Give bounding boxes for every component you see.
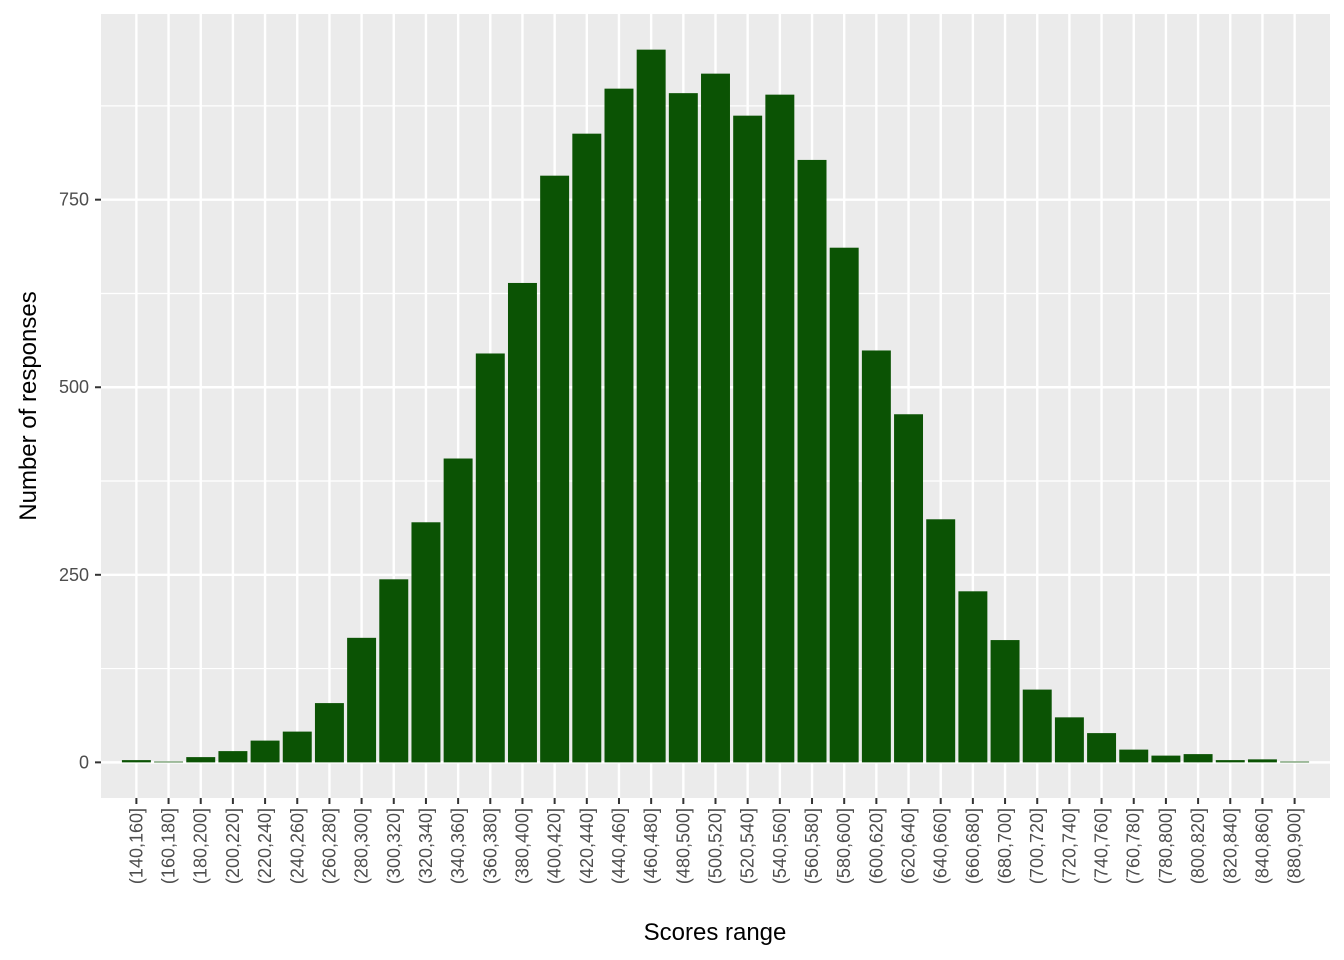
bar — [1022, 689, 1052, 763]
bar — [507, 282, 537, 763]
x-tick-label: (480,500] — [673, 808, 693, 884]
bar — [540, 175, 570, 763]
bar — [1280, 761, 1310, 763]
x-tick-label: (300,320] — [384, 808, 404, 884]
bar — [282, 731, 312, 763]
x-tick-label: (240,260] — [287, 808, 307, 884]
bar — [443, 458, 473, 763]
x-tick-label: (440,460] — [609, 808, 629, 884]
bar — [347, 637, 377, 763]
x-tick-label: (720,740] — [1059, 808, 1079, 884]
bar — [765, 94, 795, 763]
x-tick-label: (820,840] — [1220, 808, 1240, 884]
x-tick-label: (520,540] — [738, 808, 758, 884]
bars — [121, 49, 1310, 763]
x-tick-label: (420,440] — [577, 808, 597, 884]
bar — [411, 522, 441, 763]
bar — [314, 703, 344, 763]
x-tick-label: (660,680] — [963, 808, 983, 884]
x-tick-label: (600,620] — [866, 808, 886, 884]
x-tick-label: (180,200] — [191, 808, 211, 884]
bar — [604, 88, 634, 763]
x-tick-label: (260,280] — [319, 808, 339, 884]
x-tick-label: (700,720] — [1027, 808, 1047, 884]
bar — [1054, 717, 1084, 763]
x-tick-label: (880,900] — [1285, 808, 1305, 884]
x-tick-label: (380,400] — [512, 808, 532, 884]
bar — [1119, 749, 1149, 763]
x-tick-label: (200,220] — [223, 808, 243, 884]
bar — [701, 73, 730, 763]
bar — [861, 350, 891, 763]
x-tick-label: (280,300] — [352, 808, 372, 884]
x-tick-label: (340,360] — [448, 808, 468, 884]
x-tick-label: (740,760] — [1092, 808, 1112, 884]
bar — [797, 159, 827, 763]
bar — [121, 760, 151, 763]
axes: 0 250 500 750 (140,160] (160,180] (180,200] (20… — [59, 190, 1305, 884]
bar — [636, 49, 666, 763]
x-tick-label: (640,660] — [931, 808, 951, 884]
bar — [990, 640, 1020, 763]
x-tick-label: (840,860] — [1252, 808, 1272, 884]
x-tick-label: (780,800] — [1156, 808, 1176, 884]
bar — [733, 115, 763, 763]
x-tick-label: (580,600] — [834, 808, 854, 884]
x-tick-label: (760,780] — [1124, 808, 1144, 884]
y-tick-label: 0 — [79, 752, 89, 772]
bar — [379, 579, 409, 763]
bar — [958, 591, 988, 763]
bar — [475, 353, 505, 763]
x-tick-label: (460,480] — [641, 808, 661, 884]
x-tick-label: (160,180] — [159, 808, 179, 884]
x-tick-label: (800,820] — [1188, 808, 1208, 884]
x-tick-label: (620,640] — [899, 808, 919, 884]
x-tick-label: (560,580] — [802, 808, 822, 884]
bar — [572, 133, 602, 763]
bar — [668, 93, 698, 763]
bar — [1183, 754, 1213, 763]
bar — [250, 740, 280, 763]
x-tick-label: (360,380] — [480, 808, 500, 884]
y-axis-title: Number of responses — [15, 291, 42, 520]
bar — [154, 761, 184, 763]
bar — [1151, 755, 1181, 763]
bar — [829, 247, 859, 763]
x-tick-label: (220,240] — [255, 808, 275, 884]
bar — [1087, 733, 1117, 763]
bar — [186, 757, 216, 763]
bar — [926, 519, 956, 763]
bar — [1247, 759, 1277, 763]
bar — [1215, 760, 1245, 763]
x-tick-label: (500,520] — [706, 808, 726, 884]
x-tick-label: (140,160] — [126, 808, 146, 884]
y-tick-label: 250 — [59, 565, 89, 585]
bar — [894, 414, 924, 763]
x-tick-label: (540,560] — [770, 808, 790, 884]
bar — [218, 751, 248, 763]
x-axis-title: Scores range — [644, 919, 787, 946]
y-tick-label: 500 — [59, 377, 89, 397]
x-tick-label: (680,700] — [995, 808, 1015, 884]
x-tick-label: (400,420] — [545, 808, 565, 884]
x-tick-label: (320,340] — [416, 808, 436, 884]
y-tick-label: 750 — [59, 190, 89, 210]
